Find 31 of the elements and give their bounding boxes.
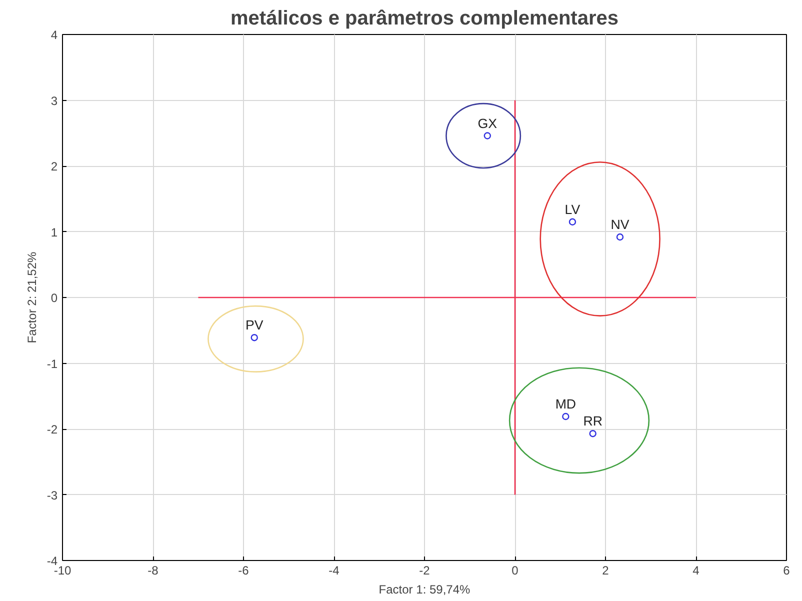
annotation: LV [564, 202, 580, 217]
annotation: NV [610, 217, 630, 232]
annotation: RR [583, 414, 602, 429]
y-tick-label: 4 [50, 28, 58, 42]
y-axis-title: Factor 2: 21,52% [24, 251, 39, 344]
y-tick-label: -2 [46, 422, 58, 436]
y-tick-label: 0 [50, 291, 58, 305]
point [589, 430, 596, 438]
point [250, 334, 258, 342]
chart-title: metálicos e parâmetros complementares [230, 8, 618, 30]
x-axis-title: Factor 1: 59,74% [378, 582, 471, 596]
x-tick-label: -6 [238, 564, 250, 578]
point [484, 132, 491, 140]
annotation: MD [555, 396, 576, 412]
point [562, 412, 570, 420]
x-tick-label: 4 [692, 564, 700, 578]
y-tick-label: 2 [50, 160, 58, 174]
x-tick-label: 2 [602, 564, 610, 578]
x-tick-label: -2 [419, 564, 430, 578]
x-tick-label: -8 [148, 564, 159, 578]
annotation: PV [245, 318, 264, 333]
x-tick-label: 6 [783, 564, 790, 578]
y-tick-label: 1 [50, 225, 58, 240]
y-tick-label: -3 [46, 488, 58, 502]
annotation: GX [478, 116, 498, 131]
x-tick-label: 0 [512, 564, 519, 578]
x-tick-label: -4 [328, 564, 340, 578]
point [616, 233, 624, 241]
y-tick-label: 3 [50, 94, 58, 108]
y-tick-label: -1 [46, 356, 58, 371]
point [568, 218, 576, 226]
